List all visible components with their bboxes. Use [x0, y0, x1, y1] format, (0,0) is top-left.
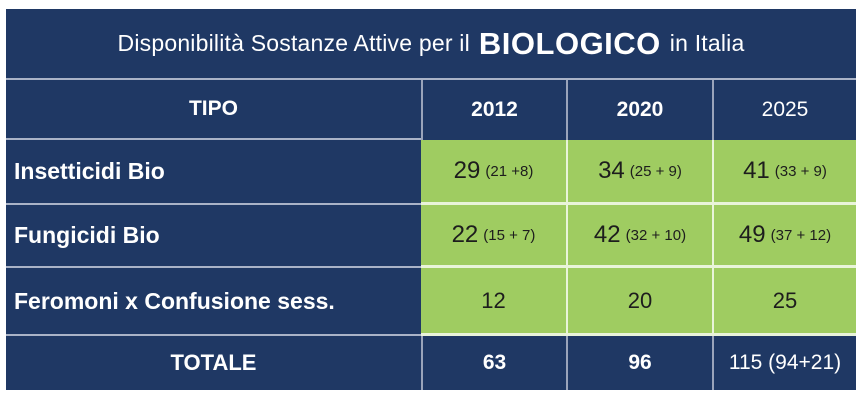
column-header-2025: 2025 [712, 80, 856, 140]
row-label-insetticidi: Insetticidi Bio [6, 140, 421, 205]
value-main: 41 [743, 157, 770, 184]
value-main: 20 [627, 287, 653, 313]
value-note: (15 + 7) [483, 226, 536, 244]
value-main: 34 [598, 157, 625, 184]
table-title: Disponibilità Sostanze Attive per il BIO… [6, 9, 856, 80]
value-main: 49 [738, 221, 766, 248]
value-main: 29 [453, 157, 481, 184]
value-note: (33 + 9) [774, 162, 827, 180]
value-note: (37 + 12) [770, 226, 832, 244]
column-header-tipo: TIPO [6, 80, 421, 140]
cell-insetticidi-2020: 34 (25 + 9) [566, 140, 712, 205]
column-header-2020: 2020 [566, 80, 712, 140]
value-main: 42 [593, 221, 621, 248]
cell-insetticidi-2025: 41 (33 + 9) [712, 140, 856, 205]
value-main: 25 [772, 287, 798, 313]
total-2020: 96 [566, 336, 712, 390]
title-prefix: Disponibilità Sostanze Attive per il [117, 30, 470, 56]
cell-fungicidi-2025: 49 (37 + 12) [712, 205, 856, 268]
title-highlight: BIOLOGICO [478, 25, 661, 61]
value-main: 12 [481, 287, 506, 313]
cell-feromoni-2025: 25 [712, 268, 856, 336]
value-note: (25 + 9) [629, 162, 682, 180]
bio-substances-table: Disponibilità Sostanze Attive per il BIO… [6, 9, 856, 390]
row-label-fungicidi: Fungicidi Bio [6, 205, 421, 268]
cell-feromoni-2012: 12 [421, 268, 566, 336]
title-suffix: in Italia [669, 30, 745, 56]
cell-fungicidi-2020: 42 (32 + 10) [566, 205, 712, 268]
value-main: 22 [451, 221, 479, 248]
total-2012: 63 [421, 336, 566, 390]
cell-fungicidi-2012: 22 (15 + 7) [421, 205, 566, 268]
cell-feromoni-2020: 20 [566, 268, 712, 336]
column-header-2012: 2012 [421, 80, 566, 140]
total-row-label: TOTALE [6, 336, 421, 390]
total-2025: 115 (94+21) [712, 336, 856, 390]
value-note: (32 + 10) [625, 226, 687, 244]
row-label-feromoni: Feromoni x Confusione sess. [6, 268, 421, 336]
cell-insetticidi-2012: 29 (21 +8) [421, 140, 566, 205]
value-note: (21 +8) [485, 162, 534, 180]
